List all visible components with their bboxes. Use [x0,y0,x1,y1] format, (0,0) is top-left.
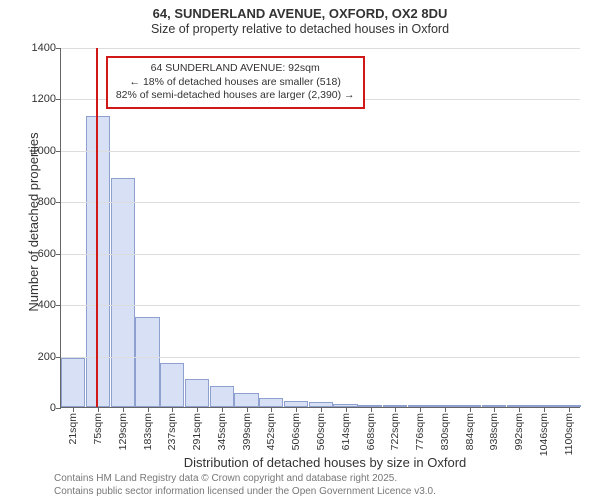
attribution: Contains HM Land Registry data © Crown c… [54,473,436,498]
xtick-label: 399sqm [241,413,253,450]
xtick-label: 668sqm [365,413,377,450]
xtick-mark [445,407,446,412]
ytick-label: 1200 [21,93,56,105]
xtick-label: 183sqm [142,413,154,450]
callout-line3: 82% of semi-detached houses are larger (… [116,89,355,103]
ytick-mark [56,99,61,100]
xtick-label: 452sqm [265,413,277,450]
xtick-label: 21sqm [67,413,79,445]
callout-box: 64 SUNDERLAND AVENUE: 92sqm ← 18% of det… [106,56,365,109]
xtick-mark [222,407,223,412]
attribution-line1: Contains HM Land Registry data © Crown c… [54,473,436,486]
xtick-label: 291sqm [191,413,203,450]
ytick-mark [56,48,61,49]
x-axis-label: Distribution of detached houses by size … [60,455,590,470]
bar [259,398,283,407]
ytick-mark [56,151,61,152]
title-sub: Size of property relative to detached ho… [0,22,600,36]
title-main: 64, SUNDERLAND AVENUE, OXFORD, OX2 8DU [0,6,600,21]
xtick-label: 237sqm [166,413,178,450]
bar [160,363,184,407]
y-axis-label: Number of detached properties [26,72,41,372]
xtick-mark [470,407,471,412]
xtick-mark [494,407,495,412]
xtick-label: 992sqm [513,413,525,450]
xtick-label: 560sqm [315,413,327,450]
xtick-label: 345sqm [216,413,228,450]
ytick-label: 400 [21,299,56,311]
gridline [61,48,580,49]
ytick-mark [56,357,61,358]
bar [185,379,209,407]
chart-container: 64, SUNDERLAND AVENUE, OXFORD, OX2 8DU S… [0,0,600,500]
xtick-mark [296,407,297,412]
ytick-mark [56,305,61,306]
xtick-mark [197,407,198,412]
bar [210,386,234,407]
xtick-mark [371,407,372,412]
callout-line1: 64 SUNDERLAND AVENUE: 92sqm [116,62,355,76]
xtick-mark [395,407,396,412]
xtick-label: 75sqm [92,413,104,445]
xtick-mark [98,407,99,412]
ytick-label: 0 [21,402,56,414]
xtick-mark [172,407,173,412]
ytick-label: 1400 [21,42,56,54]
xtick-label: 1100sqm [563,413,575,455]
xtick-mark [544,407,545,412]
callout-line2: ← 18% of detached houses are smaller (51… [116,76,355,90]
ytick-mark [56,202,61,203]
ytick-label: 1000 [21,145,56,157]
xtick-mark [321,407,322,412]
xtick-label: 1046sqm [538,413,550,456]
bar [111,178,135,407]
xtick-label: 938sqm [488,413,500,450]
xtick-label: 776sqm [414,413,426,450]
gridline [61,305,580,306]
gridline [61,357,580,358]
marker-line [96,48,98,407]
xtick-mark [271,407,272,412]
xtick-label: 506sqm [290,413,302,450]
bar [86,116,110,407]
xtick-mark [123,407,124,412]
gridline [61,151,580,152]
xtick-label: 830sqm [439,413,451,450]
ytick-mark [56,408,61,409]
xtick-mark [73,407,74,412]
bar [234,393,258,407]
xtick-label: 129sqm [117,413,129,450]
bar [135,317,159,407]
ytick-label: 600 [21,248,56,260]
plot-area: 0200400600800100012001400 21sqm75sqm129s… [60,48,580,408]
gridline [61,202,580,203]
xtick-mark [247,407,248,412]
ytick-label: 200 [21,351,56,363]
xtick-label: 722sqm [389,413,401,450]
xtick-mark [420,407,421,412]
xtick-mark [148,407,149,412]
xtick-label: 884sqm [464,413,476,450]
ytick-mark [56,254,61,255]
bar [61,358,85,407]
xtick-label: 614sqm [340,413,352,450]
gridline [61,254,580,255]
xtick-mark [569,407,570,412]
attribution-line2: Contains public sector information licen… [54,486,436,499]
ytick-label: 800 [21,196,56,208]
xtick-mark [346,407,347,412]
xtick-mark [519,407,520,412]
